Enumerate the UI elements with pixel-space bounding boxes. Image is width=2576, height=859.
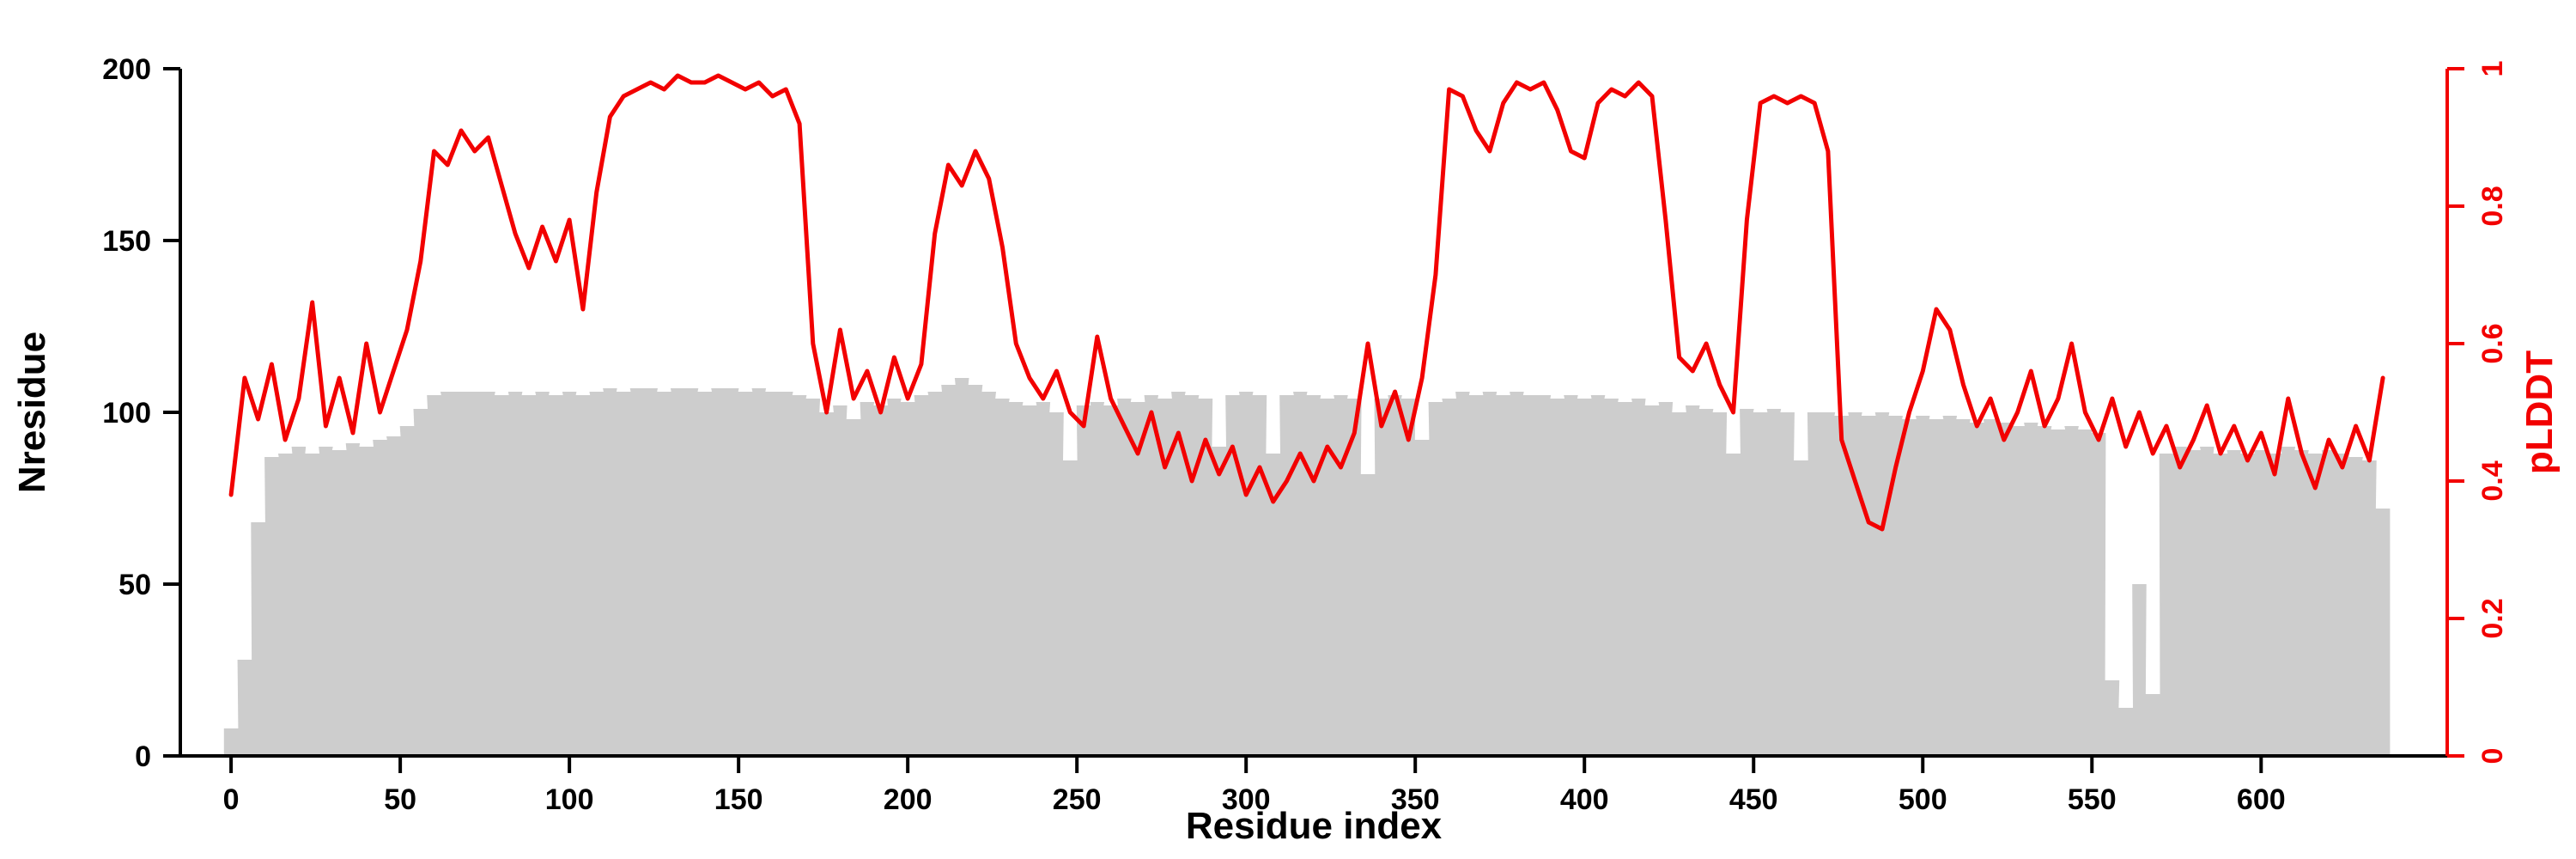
x-tick-label: 300 bbox=[1222, 783, 1271, 816]
x-tick-label: 600 bbox=[2237, 783, 2286, 816]
x-tick-label: 0 bbox=[223, 783, 240, 816]
y-right-tick-label: 0.8 bbox=[2476, 186, 2509, 226]
x-axis-title: Residue index bbox=[1186, 805, 1443, 847]
plddt-line-layer bbox=[228, 73, 2385, 532]
x-axis: 0 50 100 150 200 250 300 350 400 450 500 550 600 bbox=[180, 754, 2447, 816]
x-tick-label: 200 bbox=[884, 783, 933, 816]
y-axis-left: 0 50 100 150 200 bbox=[102, 53, 182, 773]
x-tick-label: 350 bbox=[1391, 783, 1440, 816]
nresidue-bars-layer bbox=[223, 378, 2391, 756]
y-left-tick-label: 200 bbox=[102, 53, 151, 86]
y-right-tick-label: 0.2 bbox=[2476, 598, 2509, 638]
x-tick-label: 250 bbox=[1053, 783, 1102, 816]
nresidue-area bbox=[223, 378, 2391, 756]
x-tick-label: 550 bbox=[2068, 783, 2117, 816]
y-left-tick-label: 150 bbox=[102, 225, 151, 258]
y-left-tick-label: 50 bbox=[118, 569, 151, 601]
x-tick-label: 100 bbox=[545, 783, 594, 816]
x-tick-label: 450 bbox=[1729, 783, 1778, 816]
x-tick-label: 500 bbox=[1899, 783, 1947, 816]
y-left-axis-title: Nresidue bbox=[11, 332, 53, 493]
y-right-tick-label: 1 bbox=[2476, 61, 2509, 77]
y-axis-right: 0 0.2 0.4 0.6 0.8 1 bbox=[2445, 61, 2509, 765]
y-right-tick-label: 0.6 bbox=[2476, 323, 2509, 363]
y-right-tick-label: 0 bbox=[2476, 748, 2509, 765]
x-tick-label: 150 bbox=[714, 783, 763, 816]
x-tick-label: 50 bbox=[384, 783, 416, 816]
y-right-axis-title: pLDDT bbox=[2518, 350, 2561, 474]
y-right-tick-label: 0.4 bbox=[2476, 460, 2509, 501]
plddt-line bbox=[228, 73, 2385, 532]
y-left-tick-label: 100 bbox=[102, 397, 151, 430]
y-left-tick-label: 0 bbox=[135, 740, 151, 773]
x-tick-label: 400 bbox=[1560, 783, 1609, 816]
